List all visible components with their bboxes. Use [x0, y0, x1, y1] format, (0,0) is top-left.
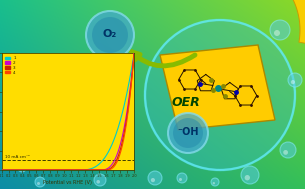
- Text: 10 mA cm⁻²: 10 mA cm⁻²: [5, 155, 30, 159]
- FancyArrowPatch shape: [132, 52, 195, 66]
- Circle shape: [37, 182, 40, 185]
- Text: OER: OER: [172, 95, 201, 108]
- Circle shape: [173, 118, 203, 148]
- Circle shape: [168, 113, 208, 153]
- Circle shape: [179, 178, 182, 181]
- Circle shape: [20, 168, 22, 170]
- Circle shape: [177, 173, 187, 183]
- Circle shape: [148, 171, 162, 185]
- Circle shape: [86, 11, 134, 59]
- Circle shape: [92, 17, 128, 53]
- Polygon shape: [291, 0, 305, 45]
- Circle shape: [151, 178, 155, 182]
- Circle shape: [270, 20, 290, 40]
- Circle shape: [94, 174, 106, 186]
- Text: ⁻OH: ⁻OH: [177, 127, 199, 137]
- Circle shape: [211, 178, 219, 186]
- Legend: 1, 2, 3, 4: 1, 2, 3, 4: [4, 55, 17, 76]
- Circle shape: [274, 30, 280, 36]
- Circle shape: [18, 164, 26, 172]
- Circle shape: [283, 150, 288, 155]
- Circle shape: [245, 175, 250, 180]
- Polygon shape: [160, 45, 275, 130]
- Circle shape: [145, 20, 295, 170]
- Circle shape: [241, 166, 259, 184]
- Circle shape: [213, 182, 215, 184]
- Circle shape: [288, 73, 302, 87]
- X-axis label: Potential vs RHE (V): Potential vs RHE (V): [43, 180, 92, 185]
- Text: O₂: O₂: [103, 29, 117, 39]
- Circle shape: [291, 80, 295, 84]
- Circle shape: [35, 177, 45, 187]
- Circle shape: [280, 142, 296, 158]
- Circle shape: [96, 180, 100, 184]
